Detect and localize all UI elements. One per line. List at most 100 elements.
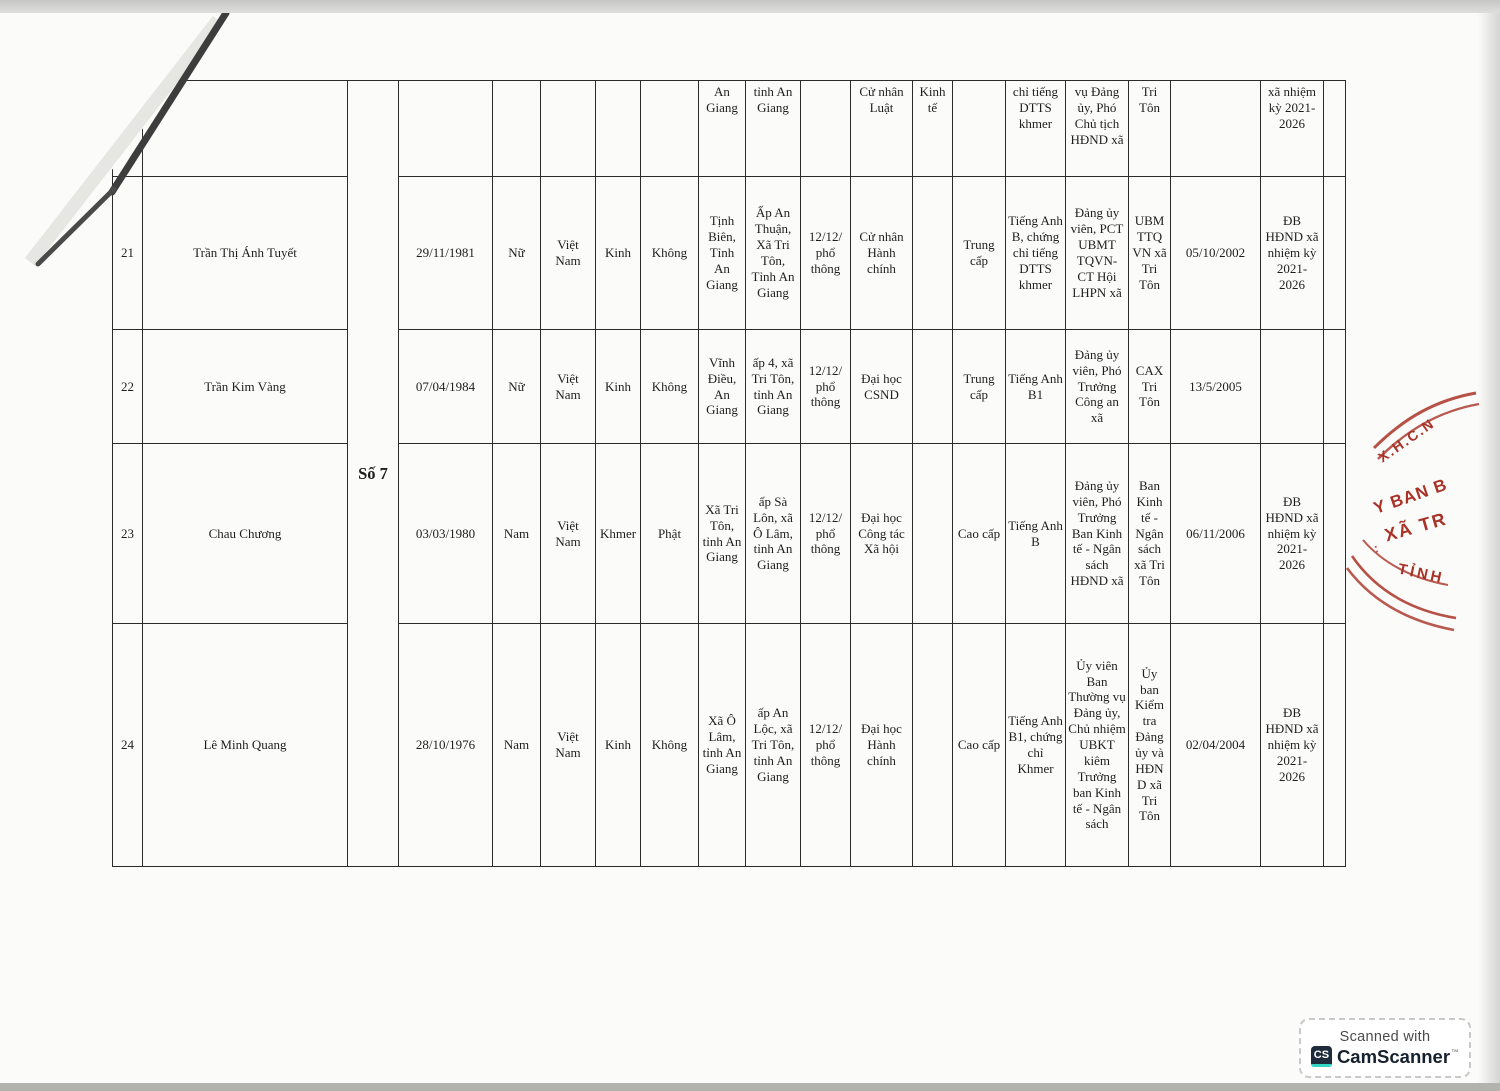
cell-stt [112, 80, 143, 177]
cell-major: Kinh tế [912, 80, 953, 177]
cell-major [912, 623, 953, 867]
cell-position: Đảng ủy viên, PCT UBMT TQVN- CT Hội LHPN… [1065, 176, 1129, 330]
stamp-arc-top-outer [1372, 391, 1477, 450]
cell-note [1323, 329, 1346, 444]
stamp-text-line2: XÃ TR [1382, 508, 1449, 546]
stamp-text-bottom: TỈNH [1396, 561, 1446, 587]
cell-politics: Trung cấp [952, 176, 1006, 330]
cell-stt: 22 [112, 329, 143, 444]
cell-language: Tiếng Anh B, chứng chỉ tiếng DTTS khmer [1005, 176, 1066, 330]
badge-scanned-with-label: Scanned with [1339, 1028, 1431, 1045]
cell-party_date [1170, 80, 1261, 177]
cell-unit: Số 7 [347, 80, 399, 867]
table-row: 22 Trần Kim Vàng 07/04/1984 Nữ Việt Nam Kinh K… [112, 329, 1346, 444]
cell-note [1323, 623, 1346, 867]
cell-delegate: xã nhiệm kỳ 2021- 2026 [1260, 80, 1324, 177]
cell-hometown: Tịnh Biên, Tỉnh An Giang [698, 176, 746, 330]
cell-gender: Nữ [492, 329, 541, 444]
cell-dob: 29/11/1981 [398, 176, 493, 330]
cell-degree: Đại học Công tác Xã hội [850, 443, 913, 624]
cell-gender [492, 80, 541, 177]
cell-hometown: Xã Tri Tôn, tỉnh An Giang [698, 443, 746, 624]
cell-party_date: 05/10/2002 [1170, 176, 1261, 330]
fold-line-lower [35, 186, 117, 267]
cell-language: Tiếng Anh B [1005, 443, 1066, 624]
badge-camscanner-label: CamScanner™ [1337, 1046, 1459, 1068]
cell-note [1323, 443, 1346, 624]
table-row: 23 Chau Chương 03/03/1980 Nam Việt Nam Khmer P… [112, 443, 1346, 624]
cell-religion: Không [640, 329, 699, 444]
cell-language: Tiếng Anh B1, chứng chỉ Khmer [1005, 623, 1066, 867]
cell-gender: Nữ [492, 176, 541, 330]
cell-religion: Không [640, 176, 699, 330]
badge-camscanner-text: CamScanner [1336, 1045, 1451, 1067]
cell-nationality [540, 80, 596, 177]
cell-hometown: Vĩnh Điều, An Giang [698, 329, 746, 444]
cell-dob: 28/10/1976 [398, 623, 493, 867]
cell-major [912, 443, 953, 624]
cell-religion: Phật [640, 443, 699, 624]
cell-ethnicity: Kinh [595, 329, 641, 444]
cell-gender: Nam [492, 443, 541, 624]
cell-name: Trần Thị Ánh Tuyết [142, 176, 348, 330]
scan-top-edge [0, 0, 1500, 13]
cell-hometown: An Giang [698, 80, 746, 177]
cell-education: 12/12/ phổ thông [800, 329, 851, 444]
table-row: 24 Lê Minh Quang 28/10/1976 Nam Việt Nam Kinh… [112, 623, 1346, 867]
cell-workplace: Ban Kinh tế - Ngân sách xã Tri Tôn [1128, 443, 1171, 624]
cell-nationality: Việt Nam [540, 443, 596, 624]
cell-degree: Cử nhân Hành chính [850, 176, 913, 330]
cell-note [1323, 80, 1346, 177]
cell-residence: ấp 4, xã Tri Tôn, tỉnh An Giang [745, 329, 801, 444]
table-row: 21 Trần Thị Ánh Tuyết 29/11/1981 Nữ Việt Nam… [112, 176, 1346, 330]
cell-name: Lê Minh Quang [142, 623, 348, 867]
cell-workplace: Ủy ban Kiểm tra Đảng ủy và HĐND xã Tri T… [1128, 623, 1171, 867]
cell-name: Chau Chương [142, 443, 348, 624]
cell-degree: Đại học CSND [850, 329, 913, 444]
camscanner-logo-icon: CS [1310, 1046, 1332, 1067]
cell-politics [952, 80, 1006, 177]
cell-language: chỉ tiếng DTTS khmer [1005, 80, 1066, 177]
stamp-text-line1: Y BAN B [1371, 475, 1450, 518]
cell-stt: 21 [112, 176, 143, 330]
cell-nationality: Việt Nam [540, 329, 596, 444]
stamp-arc-top-inner [1377, 402, 1480, 460]
cell-stt: 24 [112, 623, 143, 867]
cell-politics: Cao cấp [952, 623, 1006, 867]
cell-ethnicity: Khmer [595, 443, 641, 624]
cell-residence: Ấp An Thuận, Xã Tri Tôn, Tỉnh An Giang [745, 176, 801, 330]
trademark-mark: ™ [1451, 1048, 1460, 1058]
cell-dob: 07/04/1984 [398, 329, 493, 444]
cell-religion: Không [640, 623, 699, 867]
cell-workplace: UBM TTQ VN xã Tri Tôn [1128, 176, 1171, 330]
cell-workplace: Tri Tôn [1128, 80, 1171, 177]
cell-gender: Nam [492, 623, 541, 867]
data-table: Số 7 An Giang tỉnh An Giang Cử nhân Luật Kin… [112, 80, 1346, 867]
cell-residence: ấp Sà Lôn, xã Ô Lâm, tỉnh An Giang [745, 443, 801, 624]
cell-dob [398, 80, 493, 177]
cell-position: Đảng ủy viên, Phó Trưởng Ban Kinh tế - N… [1065, 443, 1129, 624]
stamp-arc-bottom-outer [1345, 567, 1455, 632]
cell-education: 12/12/ phổ thông [800, 443, 851, 624]
cell-nationality: Việt Nam [540, 176, 596, 330]
cell-party_date: 02/04/2004 [1170, 623, 1261, 867]
cell-note [1323, 176, 1346, 330]
camscanner-badge: Scanned with CS CamScanner™ [1299, 1018, 1471, 1078]
scan-bottom-edge [0, 1083, 1500, 1091]
cell-education [800, 80, 851, 177]
cell-major [912, 176, 953, 330]
cell-workplace: CAX Tri Tôn [1128, 329, 1171, 444]
cell-religion [640, 80, 699, 177]
cell-dob: 03/03/1980 [398, 443, 493, 624]
cell-position: Ủy viên Ban Thường vụ Đảng ủy, Chủ nhiệm… [1065, 623, 1129, 867]
cell-degree: Đại học Hành chính [850, 623, 913, 867]
cell-politics: Cao cấp [952, 443, 1006, 624]
cell-ethnicity: Kinh [595, 623, 641, 867]
cell-party_date: 13/5/2005 [1170, 329, 1261, 444]
cell-delegate [1260, 329, 1324, 444]
cell-name [142, 80, 348, 177]
cell-delegate: ĐB HĐND xã nhiệm kỳ 2021- 2026 [1260, 443, 1324, 624]
cell-hometown: Xã Ô Lâm, tỉnh An Giang [698, 623, 746, 867]
badge-logo-row: CS CamScanner™ [1310, 1046, 1459, 1068]
